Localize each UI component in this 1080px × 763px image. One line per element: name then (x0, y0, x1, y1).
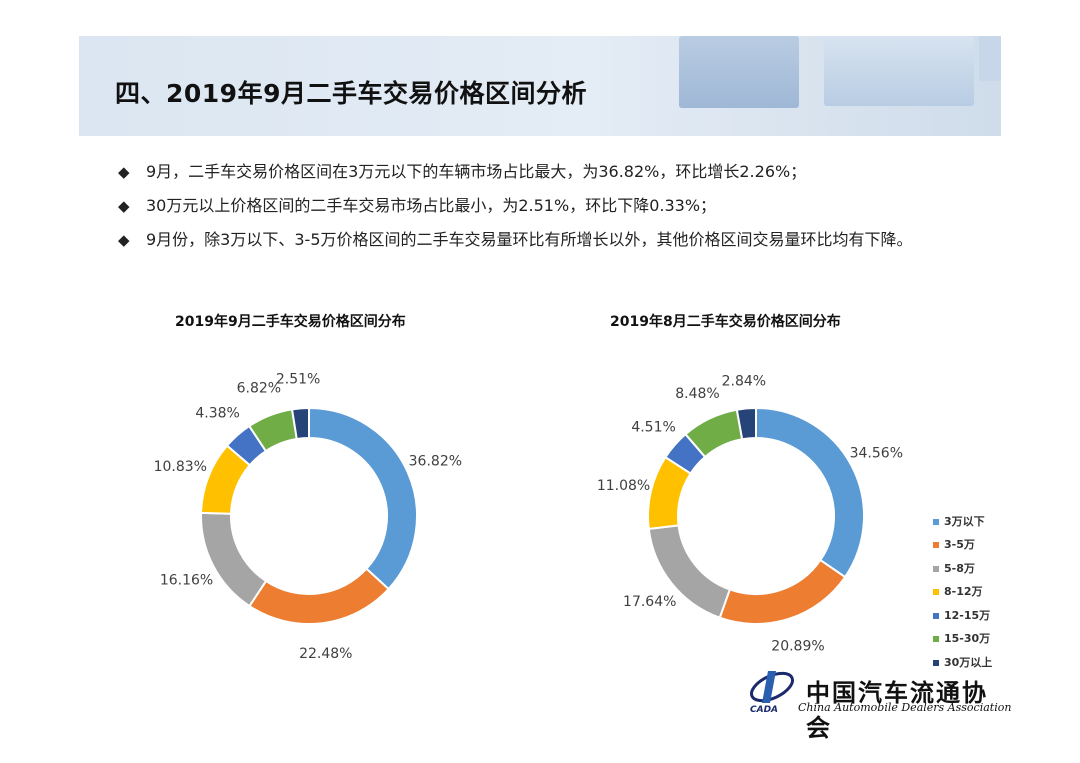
banner-decoration (824, 36, 974, 106)
legend-item: 3-5万 (933, 534, 992, 558)
diamond-bullet-icon: ◆ (118, 197, 130, 215)
chart-title-august: 2019年8月二手车交易价格区间分布 (610, 314, 841, 330)
cada-emblem-icon (750, 671, 794, 703)
data-label: 2.84% (722, 374, 766, 390)
bullet-text: 9月，二手车交易价格区间在3万元以下的车辆市场占比最大，为36.82%，环比增长… (146, 162, 807, 181)
legend-swatch (933, 565, 939, 572)
data-label: 17.64% (623, 594, 676, 610)
data-label: 11.08% (597, 478, 650, 494)
donut-slice (755, 406, 865, 579)
data-label: 8.48% (675, 386, 719, 402)
legend-swatch (933, 612, 939, 619)
data-label: 4.51% (631, 420, 675, 436)
donut-slice (308, 406, 418, 591)
legend-label: 3-5万 (944, 538, 975, 552)
page-title: 四、2019年9月二手车交易价格区间分析 (115, 79, 587, 108)
chart-legend: 3万以下 3-5万 5-8万 8-12万 12-15万 15-30万 30万以上 (933, 510, 992, 675)
legend-item: 8-12万 (933, 581, 992, 605)
data-label: 10.83% (154, 459, 207, 475)
donut-slice (200, 511, 268, 608)
bullet-list: ◆ 9月，二手车交易价格区间在3万元以下的车辆市场占比最大，为36.82%，环比增… (118, 158, 913, 260)
data-label: 36.82% (409, 453, 462, 469)
data-label: 2.51% (276, 371, 320, 387)
header-banner: 四、2019年9月二手车交易价格区间分析 (79, 36, 1001, 136)
legend-swatch (933, 518, 939, 525)
donut-slice (735, 406, 757, 441)
logo-subtitle: China Automobile Dealers Association (798, 701, 1012, 714)
chart-title-september: 2019年9月二手车交易价格区间分布 (175, 314, 406, 330)
legend-label: 30万以上 (944, 655, 993, 669)
data-label: 4.38% (195, 406, 239, 422)
bullet-item: ◆ 30万元以上价格区间的二手车交易市场占比最小，为2.51%，环比下降0.33%… (118, 192, 913, 226)
legend-item: 15-30万 (933, 628, 992, 652)
data-label: 22.48% (299, 646, 352, 662)
bullet-item: ◆ 9月，二手车交易价格区间在3万元以下的车辆市场占比最大，为36.82%，环比增… (118, 158, 913, 192)
logo-mark-text: CADA (750, 705, 779, 715)
legend-swatch (933, 589, 939, 596)
donut-slice (290, 406, 310, 441)
banner-decoration (979, 36, 1001, 81)
diamond-bullet-icon: ◆ (118, 231, 130, 249)
banner-decoration (679, 36, 799, 108)
legend-label: 3万以下 (944, 514, 985, 528)
data-label: 16.16% (160, 573, 213, 589)
bullet-item: ◆ 9月份，除3万以下、3-5万价格区间的二手车交易量环比有所增长以外，其他价格区… (118, 226, 913, 260)
legend-item: 30万以上 (933, 651, 992, 675)
legend-swatch (933, 636, 939, 643)
cada-logo: CADA 中国汽车流通协会 China Automobile Dealers A… (746, 665, 1011, 742)
legend-label: 15-30万 (944, 632, 991, 646)
logo-name: 中国汽车流通协会 (806, 678, 988, 742)
legend-item: 5-8万 (933, 557, 992, 581)
legend-label: 5-8万 (944, 561, 975, 575)
bullet-text: 9月份，除3万以下、3-5万价格区间的二手车交易量环比有所增长以外，其他价格区间… (146, 230, 913, 249)
donut-slice (718, 558, 847, 625)
donut-slice (248, 567, 390, 625)
legend-label: 12-15万 (944, 608, 991, 622)
legend-swatch (933, 542, 939, 549)
data-label: 34.56% (850, 446, 903, 462)
legend-item: 12-15万 (933, 604, 992, 628)
legend-item: 3万以下 (933, 510, 992, 534)
data-label: 20.89% (771, 638, 824, 654)
legend-swatch (933, 659, 939, 666)
legend-label: 8-12万 (944, 585, 983, 599)
bullet-text: 30万元以上价格区间的二手车交易市场占比最小，为2.51%，环比下降0.33%； (146, 196, 717, 215)
data-label: 6.82% (237, 380, 281, 396)
diamond-bullet-icon: ◆ (118, 163, 130, 181)
